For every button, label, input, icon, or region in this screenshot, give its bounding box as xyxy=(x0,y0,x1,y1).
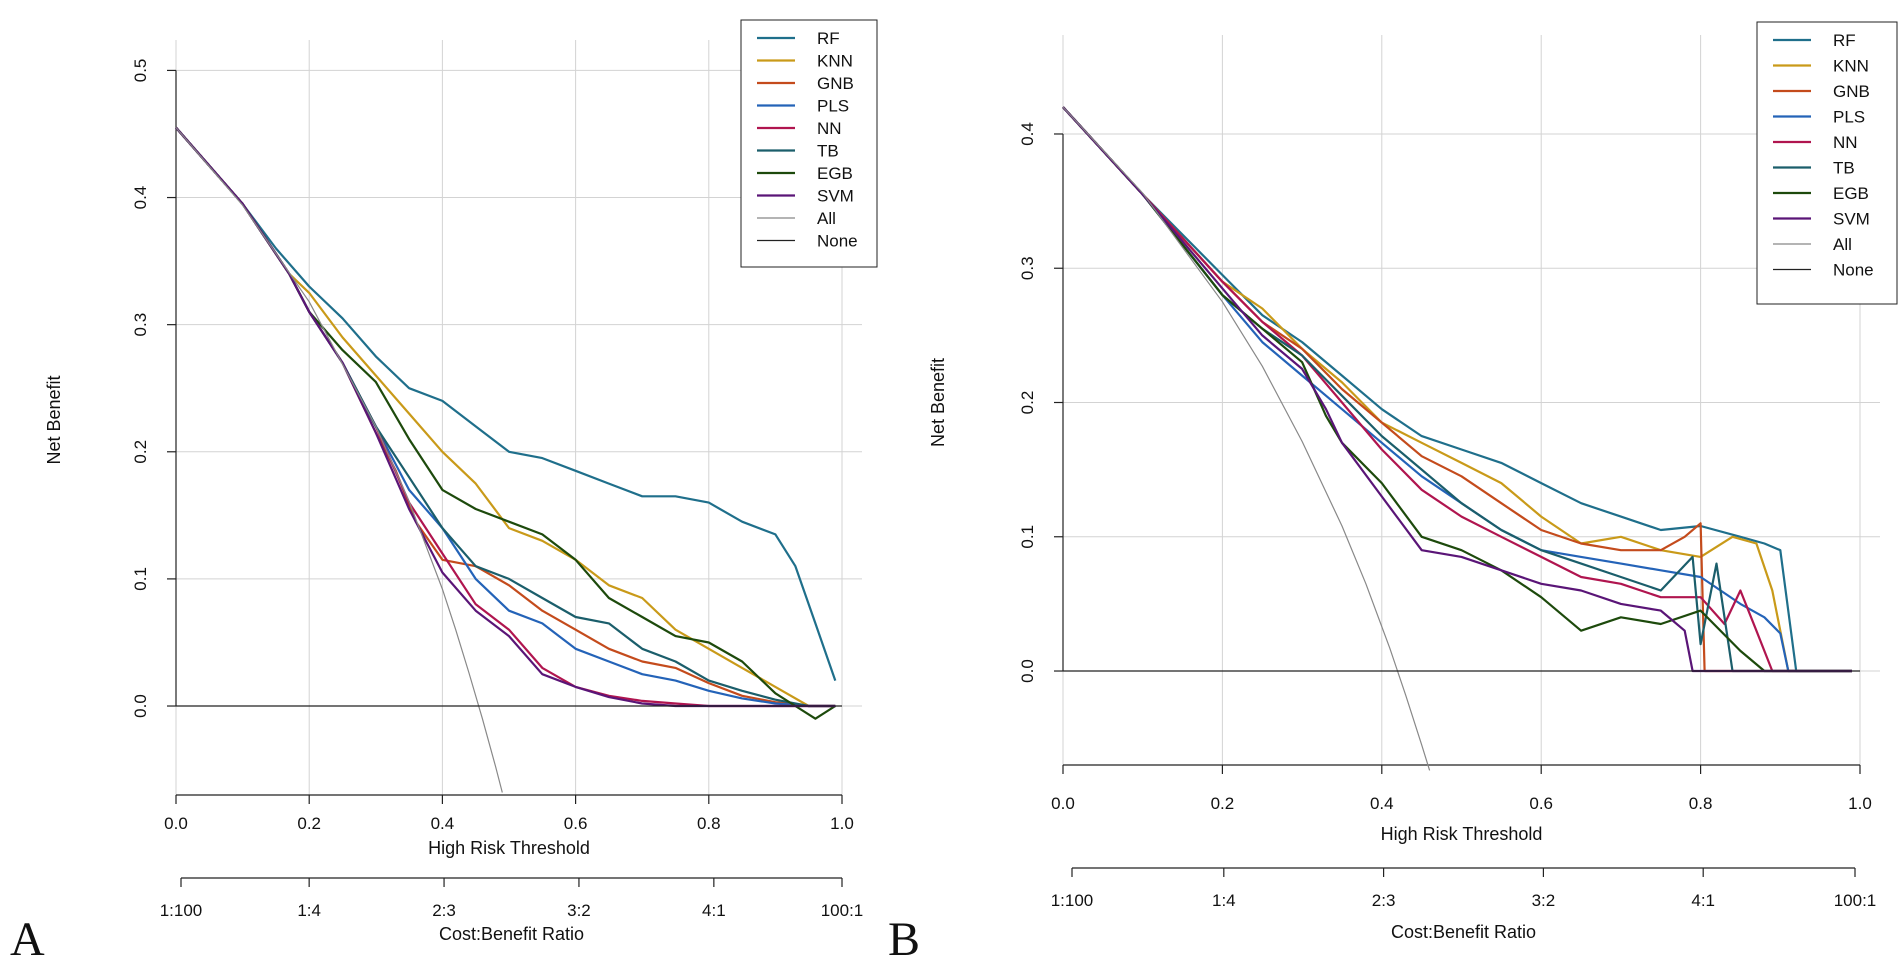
panel-a-x-tick-label-3: 0.6 xyxy=(564,814,588,833)
panel-b-series-gnb xyxy=(1062,106,1852,673)
panel-b-cost-tick-label-3: 3:2 xyxy=(1532,891,1556,910)
panel-a-x-tick-label-4: 0.8 xyxy=(697,814,721,833)
panel-a-series-svm xyxy=(175,126,836,708)
panel-b-cost-tick-label-5: 100:1 xyxy=(1834,891,1877,910)
panel-a-series-tb xyxy=(175,126,836,708)
panel-a-series-all xyxy=(175,127,503,793)
panel-b-y-tick-label-0: 0.0 xyxy=(1018,659,1037,683)
panel-a-cost-tick-label-1: 1:4 xyxy=(297,901,321,920)
panel-a-series-nn xyxy=(175,126,836,708)
panel-b-y-axis-title: Net Benefit xyxy=(928,358,948,447)
panel-b-series-rf xyxy=(1062,106,1852,673)
panel-b-x-tick-label-0: 0.0 xyxy=(1051,794,1075,813)
panel-b: 0.0 0.2 0.4 0.6 0.8 1.0 High Risk Threshold 0.0… xyxy=(928,21,1898,942)
panel-a-cost-tick-label-4: 4:1 xyxy=(702,901,726,920)
panel-a-y-tick-label-2: 0.2 xyxy=(131,440,150,464)
panel-a: 0.0 0.2 0.4 0.6 0.8 1.0 High Risk Threshold 0.0… xyxy=(44,19,878,944)
panel-b-series-svm xyxy=(1062,106,1852,673)
panel-a-legend-label-svm: SVM xyxy=(817,187,854,206)
panel-a-cost-tick-label-2: 2:3 xyxy=(432,901,456,920)
panel-a-y-tick-label-5: 0.5 xyxy=(131,59,150,83)
panel-b-legend-label-gnb: GNB xyxy=(1833,82,1870,101)
panel-b-cost-tick-label-1: 1:4 xyxy=(1212,891,1236,910)
panel-b-series-knn xyxy=(1062,106,1852,673)
panel-a-legend-label-all: All xyxy=(817,209,836,228)
panel-a-y-tick-label-3: 0.3 xyxy=(131,313,150,337)
panel-a-x-tick-label-2: 0.4 xyxy=(431,814,455,833)
panel-a-x-axis-title: High Risk Threshold xyxy=(428,838,590,858)
panel-b-cost-tick-label-0: 1:100 xyxy=(1051,891,1094,910)
panel-b-cost-tick-label-2: 2:3 xyxy=(1372,891,1396,910)
panel-a-x-tick-label-1: 0.2 xyxy=(297,814,321,833)
panel-b-legend-label-nn: NN xyxy=(1833,133,1858,152)
panel-a-series-pls xyxy=(175,126,836,708)
panel-a-legend-label-rf: RF xyxy=(817,29,840,48)
panel-a-y-tick-label-1: 0.1 xyxy=(131,567,150,591)
panel-a-cost-tick-label-0: 1:100 xyxy=(160,901,203,920)
panel-b-x-tick-label-2: 0.4 xyxy=(1370,794,1394,813)
panel-b-series-tb xyxy=(1062,106,1852,673)
panel-b-y-tick-label-1: 0.1 xyxy=(1018,525,1037,549)
panel-a-letter: A xyxy=(10,913,45,959)
panel-b-legend-label-all: All xyxy=(1833,235,1852,254)
panel-b-legend: RF KNN GNB PLS NN TB EGB SVM All None xyxy=(1756,21,1898,305)
panel-b-cost-tick-label-4: 4:1 xyxy=(1691,891,1715,910)
panel-b-legend-label-pls: PLS xyxy=(1833,108,1865,127)
panel-a-cost-tick-label-5: 100:1 xyxy=(821,901,864,920)
panel-a-series-gnb xyxy=(175,126,836,708)
panel-b-series-all xyxy=(1062,106,1431,771)
panel-a-y-tick-label-4: 0.4 xyxy=(131,186,150,210)
panel-b-legend-label-tb: TB xyxy=(1833,159,1855,178)
panel-b-x-tick-label-1: 0.2 xyxy=(1211,794,1235,813)
panel-b-legend-box xyxy=(1756,21,1898,305)
panel-b-y-tick-label-3: 0.3 xyxy=(1018,256,1037,280)
panel-a-legend-label-gnb: GNB xyxy=(817,74,854,93)
panel-b-series-group xyxy=(1062,106,1860,771)
panel-b-legend-label-rf: RF xyxy=(1833,31,1856,50)
panel-a-cost-axis-title: Cost:Benefit Ratio xyxy=(439,924,584,944)
panel-a-legend: RF KNN GNB PLS NN TB EGB SVM All None xyxy=(740,19,878,268)
panel-a-series-group xyxy=(175,126,842,793)
panel-a-cost-tick-label-3: 3:2 xyxy=(567,901,591,920)
panel-a-x-tick-label-5: 1.0 xyxy=(830,814,854,833)
panel-b-cost-axis-title: Cost:Benefit Ratio xyxy=(1391,922,1536,942)
panel-a-series-rf xyxy=(175,126,837,681)
panel-a-series-egb xyxy=(175,126,836,720)
panel-b-x-tick-label-5: 1.0 xyxy=(1848,794,1872,813)
panel-b-legend-label-egb: EGB xyxy=(1833,184,1869,203)
panel-a-y-axis-title: Net Benefit xyxy=(44,375,64,464)
panel-b-x-axis-title: High Risk Threshold xyxy=(1381,824,1543,844)
panel-b-legend-label-svm: SVM xyxy=(1833,210,1870,229)
panel-a-legend-label-nn: NN xyxy=(817,119,842,138)
panel-a-legend-label-knn: KNN xyxy=(817,52,853,71)
panel-b-series-nn xyxy=(1062,106,1852,673)
panel-b-legend-label-none: None xyxy=(1833,261,1874,280)
panel-a-series-knn xyxy=(175,126,836,708)
panel-b-legend-label-knn: KNN xyxy=(1833,57,1869,76)
panel-a-legend-label-pls: PLS xyxy=(817,97,849,116)
panel-b-x-tick-label-4: 0.8 xyxy=(1689,794,1713,813)
panel-a-legend-box xyxy=(740,19,878,268)
panel-a-x-tick-label-0: 0.0 xyxy=(164,814,188,833)
panel-b-x-tick-label-3: 0.6 xyxy=(1529,794,1553,813)
panel-a-legend-label-none: None xyxy=(817,232,858,251)
panel-b-series-egb xyxy=(1062,106,1852,673)
panel-b-y-tick-label-2: 0.2 xyxy=(1018,391,1037,415)
panel-b-letter: B xyxy=(888,913,920,959)
panel-a-legend-label-tb: TB xyxy=(817,142,839,161)
panel-a-legend-label-egb: EGB xyxy=(817,164,853,183)
panel-b-series-pls xyxy=(1062,106,1852,673)
panel-b-y-tick-label-4: 0.4 xyxy=(1018,122,1037,146)
panel-a-y-tick-label-0: 0.0 xyxy=(131,694,150,718)
